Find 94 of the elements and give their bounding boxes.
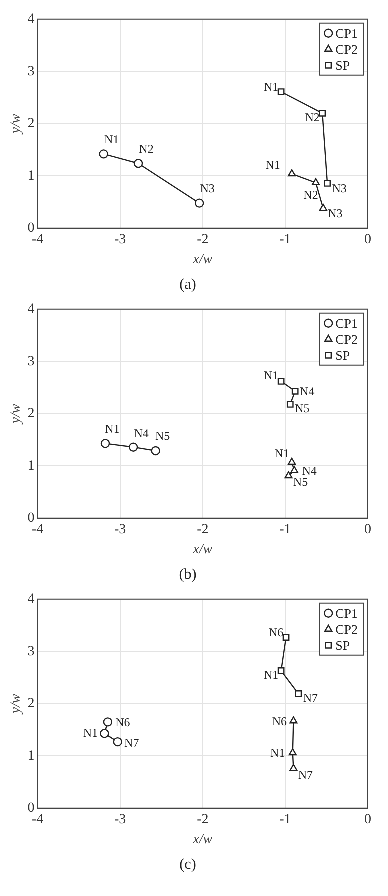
x-tick-label: -1 [280, 812, 292, 828]
annotation: N2 [304, 188, 318, 202]
point [284, 471, 293, 479]
point [312, 178, 320, 186]
annotation: N3 [200, 181, 215, 196]
annotation: N7 [303, 691, 318, 706]
legend-label: CP1 [336, 26, 358, 41]
annotation: N7 [124, 736, 140, 750]
legend-label: SP [336, 58, 350, 73]
annotation: N3 [332, 182, 347, 196]
annotation: N1 [266, 158, 280, 172]
x-tick-label: 0 [364, 812, 372, 828]
point [288, 169, 296, 177]
x-tick-label: -1 [280, 522, 292, 538]
y-axis-title: y/w [9, 404, 24, 426]
legend-label: CP2 [336, 332, 358, 347]
text: (a) [180, 276, 196, 293]
point [295, 690, 302, 698]
y-axis-title: y/w [9, 114, 24, 136]
point [282, 634, 290, 641]
y-tick-label: 1 [28, 458, 35, 474]
annotation: N1 [83, 726, 98, 740]
y-tick-label: 3 [28, 644, 35, 660]
point [290, 716, 298, 724]
annotation: N1 [264, 368, 279, 383]
annotation: N5 [295, 402, 310, 416]
point [286, 401, 294, 408]
annotation: N6 [116, 715, 130, 730]
annotation: N6 [272, 714, 288, 728]
x-axis-title: x/w [192, 252, 214, 268]
annotation: N1 [264, 668, 279, 682]
annotation: N1 [274, 446, 290, 461]
annotation: N4 [134, 426, 149, 440]
legend-label: CP1 [336, 606, 358, 621]
x-tick-label: -3 [114, 232, 126, 248]
annotation: N6 [268, 626, 284, 640]
point [319, 110, 326, 117]
y-tick-label: 2 [28, 116, 35, 132]
legend-label: CP1 [336, 316, 358, 331]
x-axis-title: x/w [192, 832, 214, 848]
point [128, 442, 138, 452]
x-tick-label: -2 [197, 232, 209, 248]
point [292, 388, 299, 395]
annotation: N2 [139, 142, 154, 156]
text: (c) [180, 856, 196, 873]
annotation: N7 [298, 768, 314, 782]
legend-label: SP [336, 348, 350, 363]
y-tick-label: 4 [28, 12, 35, 28]
x-tick-label: 0 [364, 522, 372, 538]
point [151, 446, 160, 456]
point [290, 466, 299, 474]
point [100, 439, 110, 448]
x-tick-label: -2 [197, 522, 209, 538]
x-axis-title: x/w [192, 542, 214, 558]
x-tick-label: -3 [114, 812, 126, 828]
x-tick-label: -1 [280, 232, 292, 248]
legend-label: SP [336, 638, 350, 653]
y-tick-label: 4 [28, 302, 35, 318]
annotation: N1 [105, 422, 120, 436]
legend-label: CP2 [336, 622, 358, 637]
point [134, 159, 144, 168]
x-tick-label: 0 [364, 232, 372, 248]
y-tick-label: 1 [28, 168, 35, 184]
x-tick-label: -2 [197, 812, 209, 828]
y-axis-title: y/w [9, 694, 24, 716]
annotation: N1 [264, 80, 279, 94]
point [100, 729, 110, 738]
x-tick-label: -3 [114, 522, 126, 538]
legend-label: CP2 [336, 42, 358, 57]
y-tick-label: 3 [28, 354, 35, 370]
point [288, 748, 297, 756]
annotation: N1 [270, 746, 286, 760]
point [319, 204, 328, 212]
annotation: N3 [328, 206, 343, 221]
point [324, 180, 331, 187]
y-tick-label: 1 [28, 748, 35, 764]
y-tick-label: 2 [28, 696, 35, 712]
point [99, 150, 108, 159]
point [195, 198, 204, 208]
annotation: N2 [305, 110, 320, 125]
annotation: N4 [300, 384, 315, 399]
point [290, 764, 298, 772]
text: (b) [179, 566, 197, 583]
point [278, 668, 285, 674]
point [103, 718, 113, 727]
point [278, 88, 285, 96]
y-tick-label: 3 [28, 64, 35, 80]
y-tick-label: 4 [28, 592, 35, 608]
point [288, 458, 296, 466]
annotation: N1 [104, 132, 120, 146]
point [113, 737, 122, 747]
y-tick-label: 2 [28, 406, 35, 422]
point [278, 378, 285, 385]
annotation: N5 [156, 429, 170, 444]
